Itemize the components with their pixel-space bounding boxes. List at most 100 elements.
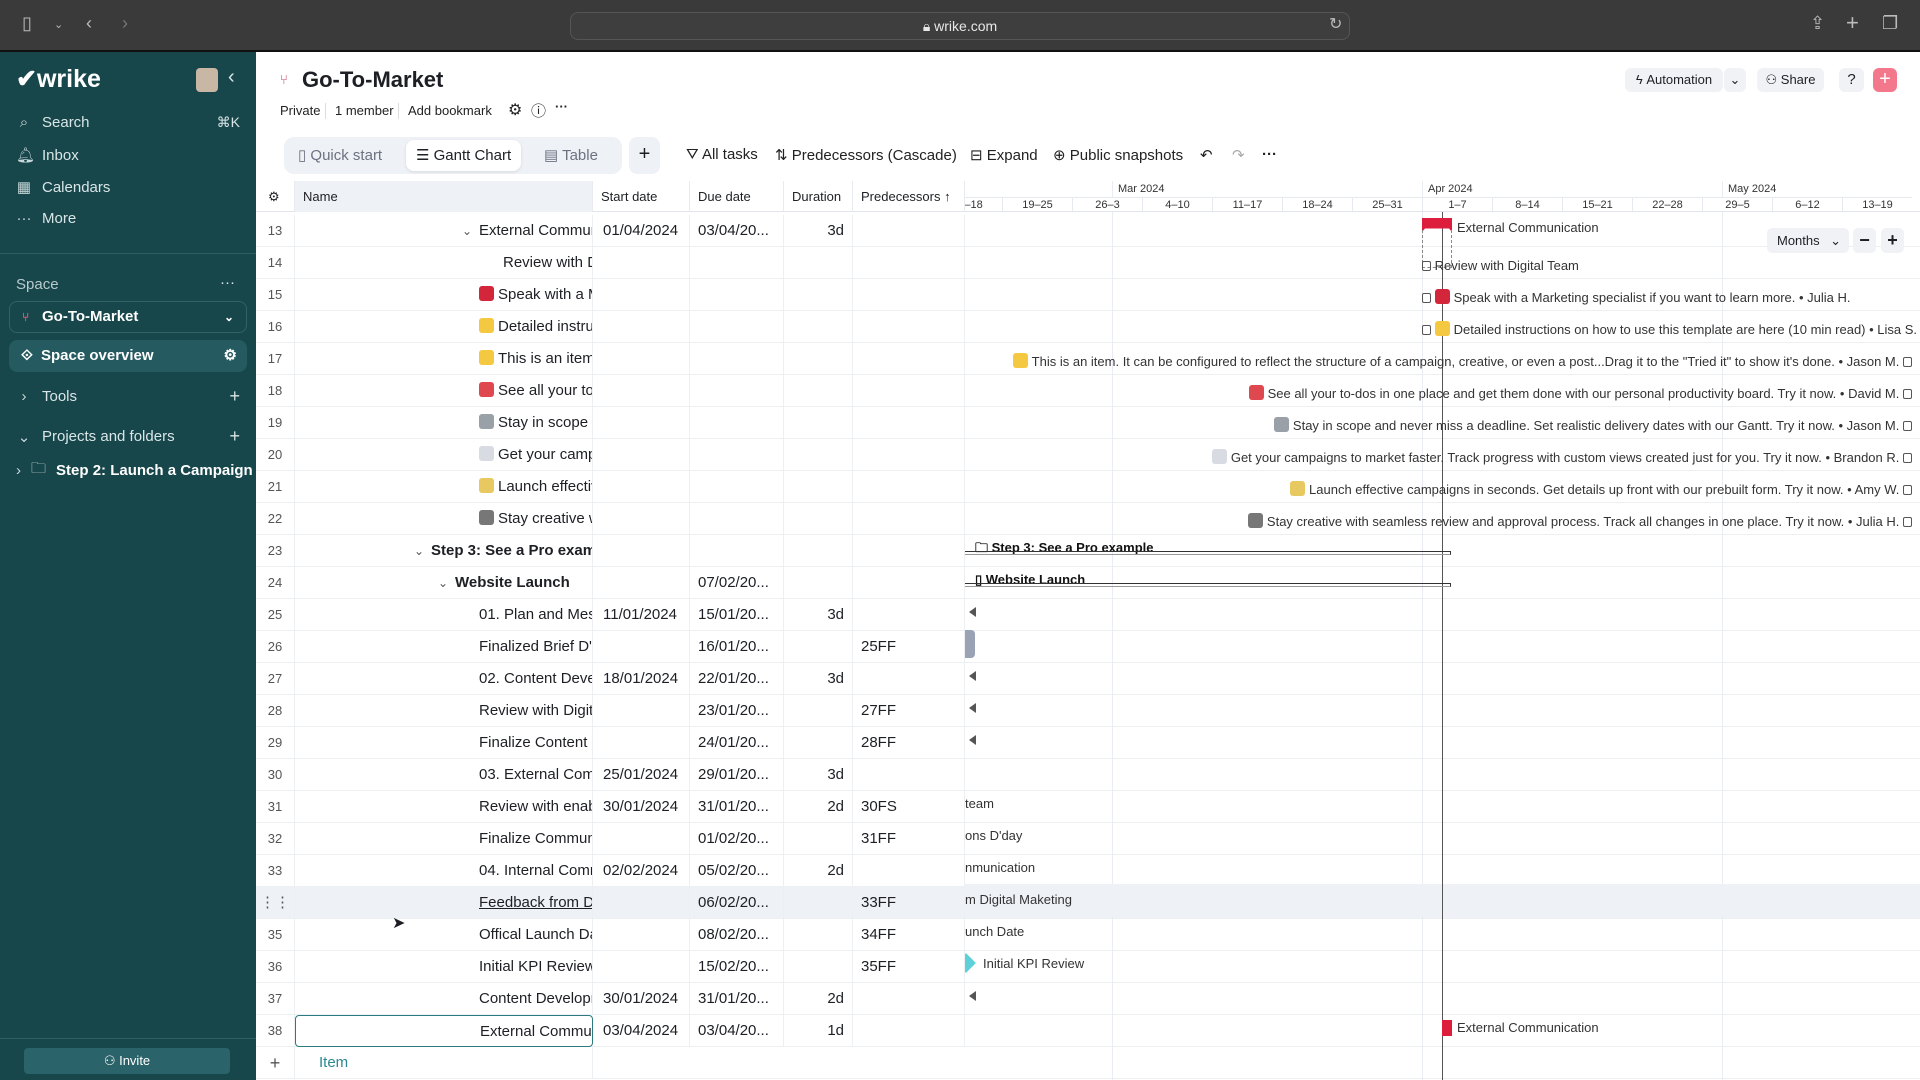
table-row[interactable]: 20 Get your campai... (256, 439, 1920, 471)
add-project-icon[interactable]: + (229, 426, 240, 446)
bar-label[interactable]: Speak with a Marketing specialist if you… (1422, 276, 1851, 308)
offscreen-task-arrow-icon[interactable] (969, 703, 976, 713)
start-date-cell[interactable]: 02/02/2024 (593, 855, 690, 887)
summary-bar[interactable] (965, 551, 1451, 555)
predecessors-cell[interactable] (853, 503, 965, 535)
duration-cell[interactable] (784, 919, 853, 951)
task-name[interactable]: See all your to-d... (479, 375, 592, 407)
table-row[interactable]: 36 Initial KPI Review 15/02/20... 35FF (256, 951, 1920, 983)
table-row[interactable]: 16 Detailed instructi... (256, 311, 1920, 343)
duration-cell[interactable] (784, 247, 853, 279)
start-date-cell[interactable]: 18/01/2024 (593, 663, 690, 695)
sidebar-item-calendars[interactable]: ▦ Calendars (16, 178, 111, 197)
timescale-select[interactable]: Months ⌄ (1767, 228, 1849, 253)
start-date-cell[interactable] (593, 407, 690, 439)
predecessors-cell[interactable]: 25FF (853, 631, 965, 663)
name-cell[interactable]: Content Development (295, 983, 593, 1015)
offscreen-task-arrow-icon[interactable] (969, 671, 976, 681)
task-name[interactable]: 01. Plan and Messa... (479, 606, 592, 623)
name-cell[interactable]: Launch effective... (295, 471, 593, 503)
sidebar-item-projects[interactable]: ⌄ Projects and folders + (17, 426, 240, 446)
automation-button[interactable]: ϟ Automation (1625, 68, 1723, 92)
help-icon[interactable]: ? (1839, 68, 1864, 92)
due-date-cell[interactable] (690, 471, 784, 503)
predecessors-cell[interactable] (853, 439, 965, 471)
duration-cell[interactable] (784, 407, 853, 439)
add-tool-icon[interactable]: + (229, 386, 240, 406)
duration-cell[interactable] (784, 567, 853, 599)
task-name[interactable]: 03. External Commu... (479, 766, 592, 783)
name-cell[interactable]: Review with Digi... (295, 247, 593, 279)
start-date-cell[interactable] (593, 503, 690, 535)
start-date-cell[interactable] (593, 471, 690, 503)
predecessors-cell[interactable] (853, 599, 965, 631)
chevron-down-icon[interactable]: ⌄ (462, 224, 473, 238)
table-row[interactable]: 29 Finalize Content D'day 24/01/20... 28FF (256, 727, 1920, 759)
redo-icon[interactable]: ↷ (1232, 147, 1245, 164)
predecessors-button[interactable]: ⇅ Predecessors (Cascade) (775, 147, 957, 164)
duration-cell[interactable] (784, 311, 853, 343)
sidebar-item-inbox[interactable]: 🔔︎ Inbox (16, 146, 79, 165)
task-name[interactable]: Website Launch (455, 574, 570, 591)
collapse-sidebar-icon[interactable]: ‹ (228, 66, 235, 88)
table-row[interactable]: 18 See all your to-d... (256, 375, 1920, 407)
undo-icon[interactable]: ↶ (1200, 147, 1213, 164)
task-name[interactable]: Get your campai... (479, 439, 592, 471)
start-date-cell[interactable] (593, 951, 690, 983)
name-cell[interactable]: ⌄ Website Launch (295, 567, 593, 599)
due-date-cell[interactable] (690, 503, 784, 535)
bar-label[interactable]: External Communication (1457, 220, 1599, 235)
start-date-cell[interactable] (593, 695, 690, 727)
predecessors-cell[interactable] (853, 311, 965, 343)
duration-cell[interactable] (784, 631, 853, 663)
due-date-cell[interactable]: 29/01/20... (690, 759, 784, 791)
task-name[interactable]: Offical Launch Date (479, 926, 592, 943)
task-name[interactable]: External Communica... (479, 222, 593, 239)
predecessors-cell[interactable] (853, 471, 965, 503)
task-name[interactable]: External Communica... (480, 1023, 592, 1040)
offscreen-task-arrow-icon[interactable] (969, 991, 976, 1001)
duration-cell[interactable] (784, 343, 853, 375)
offscreen-task-arrow-icon[interactable] (969, 607, 976, 617)
name-cell[interactable]: See all your to-d... (295, 375, 593, 407)
predecessors-cell[interactable]: 34FF (853, 919, 965, 951)
tab-quick-start[interactable]: ▯ Quick start (298, 147, 383, 164)
invite-button[interactable]: ⚇ Invite (24, 1048, 230, 1074)
name-cell[interactable]: Get your campai... (295, 439, 593, 471)
add-bookmark-link[interactable]: Add bookmark (408, 103, 492, 118)
due-date-cell[interactable]: 15/02/20... (690, 951, 784, 983)
table-row[interactable]: 27 02. Content Develop...18/01/202422/01/… (256, 663, 1920, 695)
reload-icon[interactable]: ↻ (1329, 16, 1343, 33)
duration-cell[interactable] (784, 727, 853, 759)
start-date-cell[interactable] (593, 887, 690, 919)
name-cell[interactable]: Stay creative wit... (295, 503, 593, 535)
task-name[interactable]: Content Development (479, 990, 592, 1007)
milestone-diamond[interactable] (965, 953, 976, 973)
column-name[interactable]: Name (295, 181, 593, 212)
predecessors-cell[interactable] (853, 343, 965, 375)
duration-cell[interactable]: 3d (784, 215, 853, 247)
name-cell[interactable]: 01. Plan and Messa... (295, 599, 593, 631)
start-date-cell[interactable] (593, 439, 690, 471)
duration-cell[interactable] (784, 375, 853, 407)
column-predecessors[interactable]: Predecessors ↑ (853, 181, 965, 212)
due-date-cell[interactable] (690, 247, 784, 279)
task-bar[interactable] (1442, 1020, 1452, 1036)
name-cell[interactable]: ⌄ Step 3: See a Pro example (295, 535, 593, 567)
bar-label[interactable]: unch Date (965, 924, 1025, 939)
due-date-cell[interactable]: 31/01/20... (690, 791, 784, 823)
sidebar-item-tools[interactable]: › Tools + (16, 386, 241, 407)
due-date-cell[interactable]: 23/01/20... (690, 695, 784, 727)
task-bar[interactable] (1422, 218, 1452, 232)
expand-button[interactable]: ⊟ Expand (970, 147, 1038, 164)
table-row[interactable]: 21 Launch effective... (256, 471, 1920, 503)
duration-cell[interactable]: 3d (784, 759, 853, 791)
predecessors-cell[interactable] (853, 759, 965, 791)
table-row[interactable]: 31 Review with enable...30/01/202431/01/2… (256, 791, 1920, 823)
name-cell[interactable]: Finalize Content D'day (295, 727, 593, 759)
name-cell[interactable]: 02. Content Develop... (295, 663, 593, 695)
task-name[interactable]: Launch effective... (479, 471, 592, 503)
task-name[interactable]: Review with Digi... (503, 254, 592, 271)
start-date-cell[interactable]: 03/04/2024 (593, 1015, 690, 1047)
duration-cell[interactable]: 2d (784, 983, 853, 1015)
